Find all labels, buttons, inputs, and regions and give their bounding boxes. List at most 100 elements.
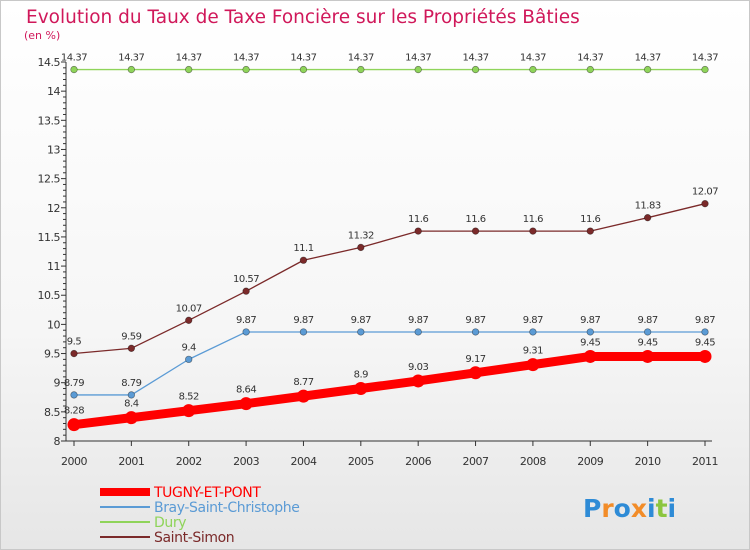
data-point (242, 328, 250, 336)
y-tick-label: 8.5 (44, 406, 60, 419)
series-bray-saint-christophe (70, 328, 709, 399)
x-tick-label: 2005 (348, 455, 374, 468)
data-point (414, 328, 422, 336)
data-label: 14.37 (520, 53, 546, 64)
data-point (185, 65, 193, 74)
y-tick-label: 9.5 (44, 348, 60, 361)
y-tick-label: 8 (54, 435, 61, 448)
data-label: 8.64 (236, 385, 256, 396)
data-label: 9.5 (67, 337, 82, 348)
data-point (586, 65, 594, 74)
data-label: 14.37 (290, 53, 316, 64)
series-saint-simon (70, 200, 709, 358)
series-line (69, 351, 710, 430)
data-label: 9.45 (695, 337, 715, 348)
x-tick-label: 2001 (118, 455, 144, 468)
data-label: 14.37 (405, 53, 431, 64)
data-label: 14.37 (635, 53, 661, 64)
data-point (127, 344, 136, 352)
data-point (471, 328, 480, 336)
data-label: 11.6 (523, 214, 543, 225)
data-label: 9.45 (638, 337, 658, 348)
chart-title: Evolution du Taux de Taxe Foncière sur l… (26, 7, 580, 28)
data-label: 9.87 (236, 315, 256, 326)
data-point (185, 316, 193, 324)
data-point (643, 214, 652, 222)
data-label: 9.59 (121, 331, 141, 342)
data-label: 8.28 (64, 406, 84, 417)
y-tick-label: 13.5 (38, 114, 61, 127)
data-point (529, 65, 537, 74)
data-point (586, 328, 594, 336)
axes: 8 8.5 9 9.5 10 10.5 11 11.5 12 12.5 13 13.5 14 14.5 20… (38, 56, 719, 468)
data-label: 14.37 (692, 53, 718, 64)
data-label: 14.37 (462, 53, 488, 64)
logo-wordmark: Proxiti (583, 494, 676, 523)
data-point (643, 328, 652, 336)
data-point (299, 65, 308, 74)
data-point (70, 349, 78, 358)
series-tugny-et-pont (67, 349, 712, 432)
x-tick-label: 2006 (405, 455, 431, 468)
data-point (529, 227, 537, 235)
data-label: 14.37 (61, 53, 87, 64)
data-label: 11.1 (293, 243, 313, 254)
chart-subtitle: (en %) (24, 29, 60, 42)
x-tick-label: 2000 (61, 455, 87, 468)
legend: TUGNY-ET-PONTBray-Saint-ChristopheDurySa… (100, 485, 300, 546)
legend-label: TUGNY-ET-PONT (153, 485, 261, 501)
data-point (526, 358, 540, 372)
data-label: 9.87 (638, 315, 658, 326)
data-point (127, 391, 136, 399)
data-point (411, 374, 425, 388)
y-tick-label: 9 (54, 377, 61, 390)
data-label: 12.07 (692, 187, 718, 198)
data-label: 9.45 (580, 337, 600, 348)
data-label: 9.87 (351, 315, 371, 326)
data-point (127, 65, 136, 74)
data-label: 11.6 (408, 214, 428, 225)
data-point (414, 65, 422, 74)
data-label: 8.4 (124, 399, 139, 410)
data-point (70, 391, 78, 399)
data-label: 9.17 (465, 354, 485, 365)
data-label: 14.37 (348, 53, 374, 64)
x-tick-label: 2008 (520, 455, 546, 468)
legend-label: Dury (154, 515, 186, 531)
data-point (701, 65, 709, 74)
x-tick-label: 2002 (176, 455, 202, 468)
data-point (586, 227, 594, 235)
data-label: 8.79 (121, 378, 141, 389)
data-point (357, 243, 365, 252)
data-point (469, 366, 483, 380)
data-label: 11.6 (465, 214, 485, 225)
data-point (698, 349, 712, 363)
data-point (701, 200, 709, 208)
legend-label: Bray-Saint-Christophe (154, 500, 299, 516)
data-label: 9.87 (465, 315, 485, 326)
series-line (73, 331, 706, 396)
data-label: 9.87 (523, 315, 543, 326)
data-label: 8.79 (64, 378, 84, 389)
data-point (239, 397, 253, 411)
data-label: 10.07 (176, 303, 202, 314)
data-label: 8.77 (293, 377, 313, 388)
data-point (643, 65, 652, 74)
data-point (70, 65, 78, 74)
data-label: 8.52 (179, 392, 199, 403)
data-point (296, 389, 310, 403)
data-point (185, 355, 193, 364)
data-label: 9.4 (182, 342, 197, 353)
data-point (357, 65, 365, 74)
y-tick-label: 14 (47, 85, 60, 98)
series-layer (67, 65, 712, 432)
y-tick-label: 12 (47, 202, 60, 215)
data-point (357, 328, 365, 336)
x-tick-label: 2007 (463, 455, 489, 468)
y-tick-label: 12.5 (38, 173, 61, 186)
data-label: 9.87 (695, 315, 715, 326)
data-point (67, 418, 81, 432)
x-tick-label: 2009 (577, 455, 603, 468)
